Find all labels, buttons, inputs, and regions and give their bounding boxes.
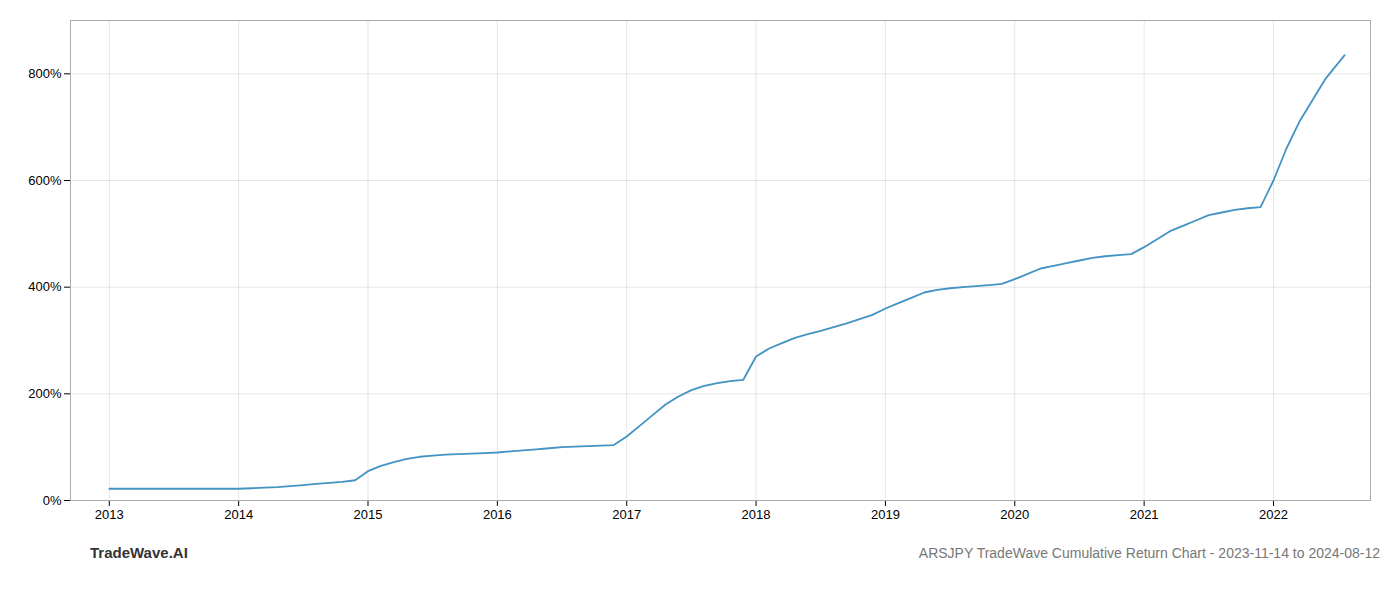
svg-text:800%: 800% bbox=[28, 66, 62, 81]
html-text:ARSJPY TradeWave Cumulative Re: ARSJPY TradeWave Cumulative Return Chart… bbox=[918, 545, 1380, 561]
html-text:TradeWave.AI: TradeWave.AI bbox=[90, 544, 188, 561]
svg-text:200%: 200% bbox=[28, 386, 62, 401]
svg-text:2017: 2017 bbox=[612, 507, 641, 522]
svg-text:400%: 400% bbox=[28, 279, 62, 294]
svg-text:2018: 2018 bbox=[742, 507, 771, 522]
svg-text:2015: 2015 bbox=[354, 507, 383, 522]
svg-text:2014: 2014 bbox=[224, 507, 253, 522]
svg-text:2022: 2022 bbox=[1259, 507, 1288, 522]
svg-text:2019: 2019 bbox=[871, 507, 900, 522]
svg-text:0%: 0% bbox=[43, 493, 62, 508]
svg-text:600%: 600% bbox=[28, 173, 62, 188]
svg-text:2020: 2020 bbox=[1000, 507, 1029, 522]
svg-text:2013: 2013 bbox=[95, 507, 124, 522]
svg-text:2021: 2021 bbox=[1130, 507, 1159, 522]
svg-text:2016: 2016 bbox=[483, 507, 512, 522]
